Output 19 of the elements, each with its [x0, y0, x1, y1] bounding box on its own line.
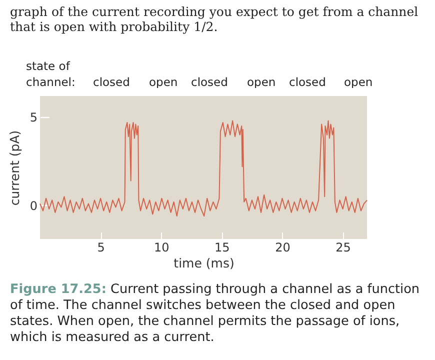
text: open: [247, 75, 276, 89]
x-tick-label: 25: [336, 240, 351, 254]
text: closed: [289, 75, 326, 89]
x-axis-title: time (ms): [174, 256, 234, 270]
y-axis-title: current (pA): [6, 130, 22, 206]
text: open: [149, 75, 178, 89]
text: graph of the current recording you expect to get from a channel that is open with probability 1/2.: [10, 4, 420, 34]
x-tick-label: 10: [154, 240, 170, 254]
text: open: [344, 75, 373, 89]
x-tick-label: 15: [214, 240, 230, 254]
text: state of: [26, 59, 70, 73]
text: closed: [93, 75, 130, 89]
caption: Figure 17.25: Current passing through a channel as a function of time. The channel switches between the closed and open states. When open, the channel permits the passage of ions, which is measured as a current.: [10, 282, 421, 346]
x-tick-label: 5: [97, 240, 105, 254]
text: closed: [191, 75, 228, 89]
x-tick-label: 20: [275, 240, 290, 254]
line-series: [40, 120, 368, 217]
y-tick-label: 0: [30, 198, 38, 213]
text: channel:: [26, 75, 76, 89]
